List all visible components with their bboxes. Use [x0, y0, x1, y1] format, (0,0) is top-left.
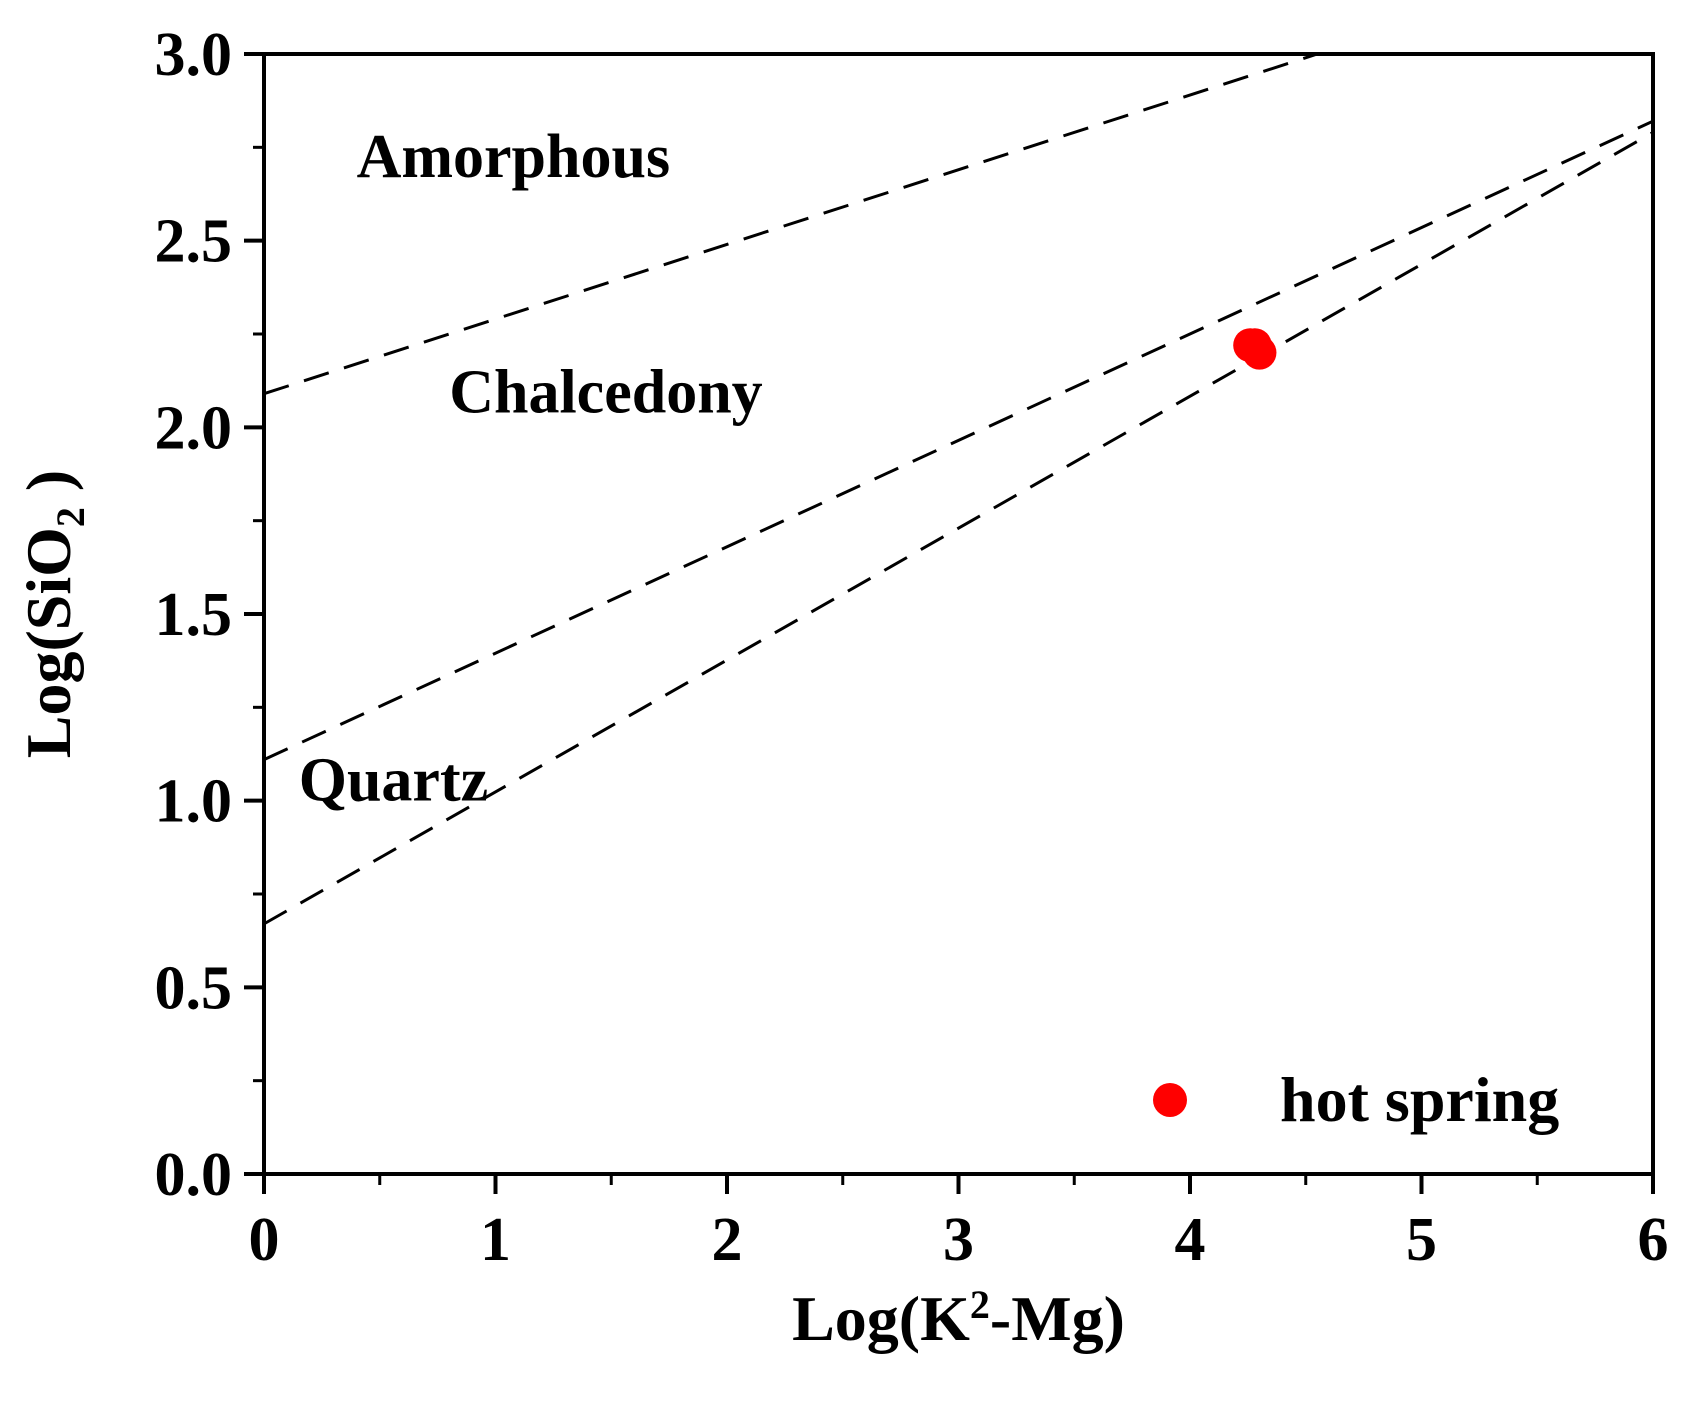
x-tick-label: 1	[480, 1206, 511, 1274]
y-tick-label: 3.0	[155, 21, 233, 89]
x-tick-label: 2	[712, 1206, 743, 1274]
legend-marker	[1153, 1083, 1187, 1117]
data-point	[1242, 335, 1277, 370]
x-axis-title-main: Log(K	[792, 1283, 970, 1354]
y-axis-title-subscript: 2	[48, 507, 93, 527]
y-axis-title: Log(SiO2 )	[13, 470, 93, 758]
x-tick-label: 0	[249, 1206, 280, 1274]
x-tick-label: 5	[1406, 1206, 1437, 1274]
x-axis-title-tail: -Mg)	[990, 1283, 1125, 1354]
y-tick-label: 0.5	[155, 954, 233, 1022]
legend-label: hot spring	[1280, 1064, 1559, 1135]
region-label-quartz: Quartz	[299, 747, 488, 815]
legend: hot spring	[1153, 1064, 1559, 1135]
axis-ticks	[244, 52, 1655, 1194]
y-tick-label: 2.0	[155, 394, 233, 462]
amorphous-line	[263, 52, 1318, 396]
region-label-chalcedony: Chalcedony	[449, 358, 762, 426]
y-tick-label: 1.0	[155, 768, 233, 836]
chalcedony-line	[263, 119, 1654, 761]
y-axis-title-tail: )	[13, 470, 84, 507]
x-axis-title: Log(K2-Mg)	[792, 1282, 1125, 1354]
plot-frame	[262, 52, 1655, 1176]
y-tick-label: 1.5	[155, 581, 233, 649]
y-tick-label: 2.5	[155, 208, 233, 276]
x-tick-label: 4	[1175, 1206, 1206, 1274]
y-tick-label: 0.0	[155, 1141, 233, 1209]
region-label-amorphous: Amorphous	[357, 123, 671, 191]
x-axis-title-superscript: 2	[970, 1282, 990, 1327]
reference-lines	[263, 52, 1654, 926]
x-tick-label: 3	[943, 1206, 974, 1274]
x-tick-label: 6	[1638, 1206, 1669, 1274]
y-axis-title-main: Log(SiO	[13, 527, 84, 758]
quartz-line	[263, 131, 1654, 926]
data-points	[1233, 328, 1277, 370]
